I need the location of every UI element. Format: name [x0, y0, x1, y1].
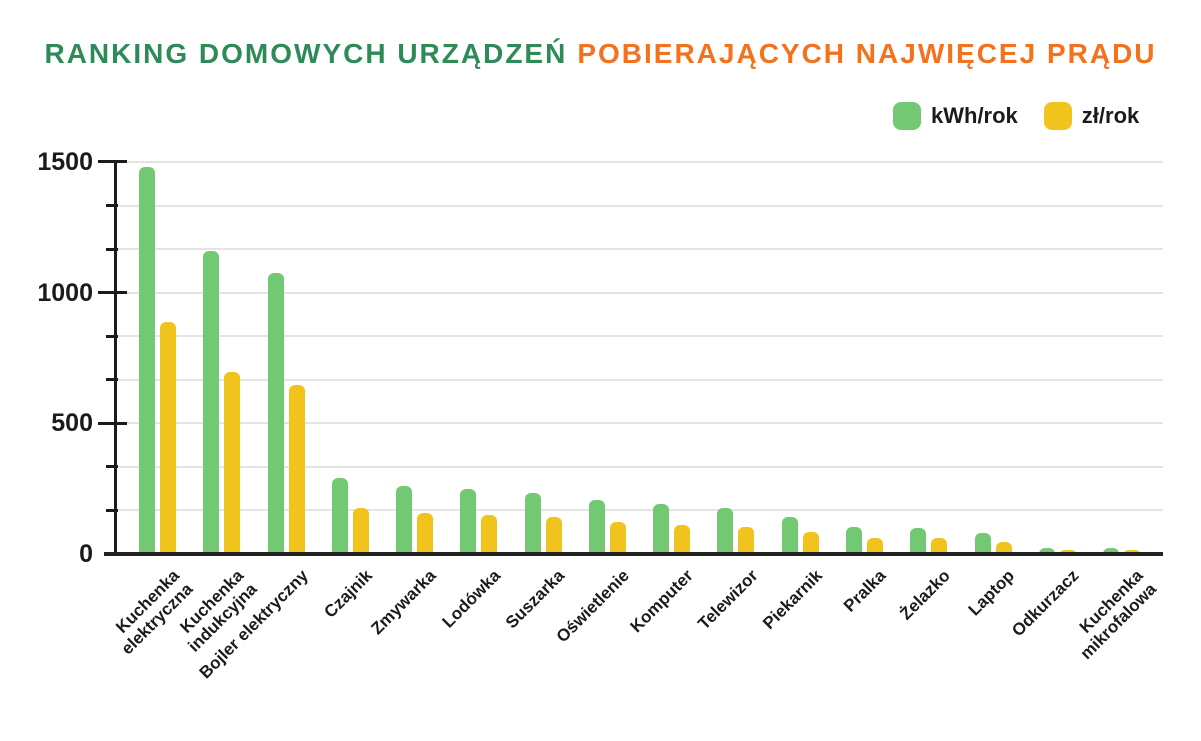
y-axis-label: 0 [79, 540, 93, 568]
bar-kwh-10 [717, 508, 734, 554]
gridline [117, 291, 1163, 294]
bar-kwh-11 [781, 517, 798, 554]
bar-kwh-16 [1103, 547, 1120, 554]
x-axis-label: Suszarka [502, 566, 569, 633]
legend-swatch-zl [1043, 102, 1072, 130]
legend-swatch-kwh [893, 102, 921, 130]
y-axis-tick [106, 378, 118, 382]
bar-zl-2 [224, 372, 241, 554]
bar-kwh-8 [588, 500, 605, 554]
chart-title: RANKING DOMOWYCH URZĄDZEŃ POBIERAJĄCYCH N… [0, 38, 1201, 70]
gridline [117, 378, 1163, 381]
legend-item-kwh: kWh/rok [893, 102, 1018, 130]
bar-kwh-13 [910, 527, 927, 554]
bar-kwh-15 [1038, 547, 1055, 554]
bar-kwh-9 [653, 504, 670, 554]
x-axis-label: Kuchenka elektryczna [112, 566, 197, 659]
bar-zl-6 [481, 514, 498, 554]
y-axis-tick [106, 247, 118, 251]
x-axis-line [104, 552, 1163, 556]
legend-label-kwh: kWh/rok [931, 103, 1018, 128]
chart-title-part-green: RANKING DOMOWYCH URZĄDZEŃ [44, 38, 568, 69]
bar-kwh-3 [267, 273, 284, 554]
x-axis-label: Zmywarka [367, 566, 441, 639]
gridline [117, 335, 1163, 338]
gridline [117, 248, 1163, 251]
y-axis-line [114, 162, 117, 556]
bar-zl-11 [802, 532, 819, 554]
chart-title-part-orange: POBIERAJĄCYCH NAJWIĘCEJ PRĄDU [577, 38, 1157, 69]
legend-label-zl: zł/rok [1081, 103, 1140, 128]
y-axis-tick [98, 291, 127, 295]
bar-zl-3 [288, 385, 305, 554]
bar-kwh-12 [845, 526, 862, 554]
legend: kWh/rok zł/rok [893, 102, 1139, 130]
bar-kwh-7 [524, 492, 541, 554]
gridline [117, 465, 1163, 468]
bar-zl-1 [160, 321, 176, 554]
y-axis-tick [106, 465, 118, 469]
y-axis-tick [106, 508, 118, 512]
bar-zl-14 [995, 541, 1012, 554]
y-axis-label: 1500 [37, 148, 93, 176]
bar-zl-7 [545, 517, 562, 554]
x-axis-label: Komputer [626, 566, 698, 637]
gridline [117, 204, 1163, 207]
bar-zl-12 [866, 537, 883, 554]
x-axis-label: Lodówka [438, 566, 505, 632]
x-axis-label: Laptop [964, 566, 1019, 620]
gridline [117, 422, 1163, 425]
x-axis-label: Piekarnik [758, 566, 826, 633]
bar-zl-4 [352, 508, 369, 554]
bar-kwh-4 [331, 478, 348, 554]
bar-zl-13 [931, 538, 948, 554]
bar-kwh-1 [139, 167, 155, 554]
gridline [117, 509, 1163, 512]
y-axis-tick [98, 160, 127, 164]
x-axis-label: Żelazko [896, 566, 955, 624]
y-axis-label: 500 [51, 409, 93, 438]
bar-zl-8 [609, 521, 626, 554]
bar-kwh-6 [460, 488, 477, 554]
x-axis-label: Telewizor [694, 566, 762, 634]
legend-item-zl: zł/rok [1043, 102, 1140, 130]
bar-zl-10 [738, 526, 755, 554]
bar-kwh-2 [203, 250, 220, 554]
y-axis-tick [98, 421, 127, 425]
bar-zl-9 [674, 524, 691, 554]
y-axis-tick [106, 204, 118, 208]
x-axis-label: Czajnik [320, 566, 376, 622]
y-axis-label: 1000 [37, 278, 93, 307]
y-axis-tick [106, 334, 118, 338]
x-axis-label: Pralka [840, 566, 890, 616]
bar-kwh-5 [396, 486, 413, 554]
bar-zl-5 [417, 513, 434, 554]
gridline [117, 160, 1163, 163]
bar-kwh-14 [974, 533, 991, 554]
